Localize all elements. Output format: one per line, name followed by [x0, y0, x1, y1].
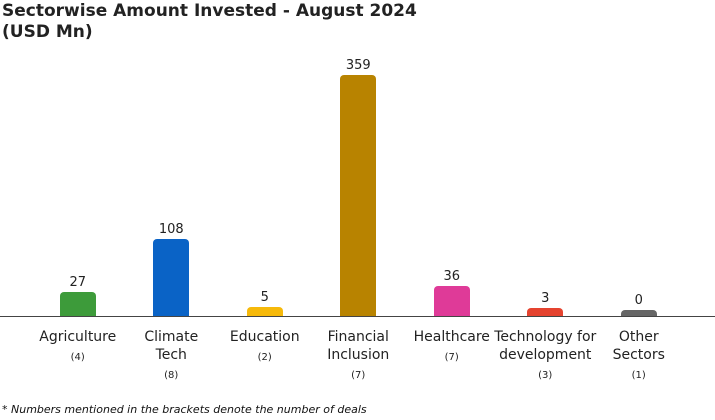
category-group: Healthcare (7) — [392, 328, 512, 363]
deal-count: (7) — [444, 352, 459, 363]
baseline — [0, 316, 715, 317]
category-group: Other Sectors (1) — [579, 328, 699, 381]
x-tick-label: Technology for development — [494, 329, 597, 363]
chart-title: Sectorwise Amount Invested - August 2024 — [2, 1, 417, 21]
bar — [433, 286, 470, 316]
value-label: 108 — [158, 222, 184, 238]
value-label: 0 — [634, 293, 643, 308]
deal-count: (7) — [351, 370, 366, 381]
x-tick-label: Agriculture — [39, 329, 117, 345]
x-tick-label: Healthcare — [413, 329, 490, 345]
category-group: Education (2) — [205, 328, 325, 363]
category-group: Agriculture (4) — [18, 328, 138, 363]
footnote: * Numbers mentioned in the brackets deno… — [2, 403, 367, 416]
value-label: 3 — [541, 291, 550, 307]
bar — [246, 306, 283, 316]
bar — [527, 308, 564, 316]
category-group: Climate Tech (8) — [111, 328, 231, 381]
category-group: Financial Inclusion (7) — [298, 328, 418, 381]
value-label: 27 — [69, 275, 87, 291]
deal-count: (3) — [538, 370, 553, 381]
category-group: Technology for development (3) — [485, 328, 605, 381]
bar — [153, 239, 190, 316]
bar — [620, 310, 657, 316]
deal-count: (1) — [631, 370, 646, 381]
bar — [340, 75, 377, 316]
value-label: 359 — [345, 58, 371, 73]
deal-count: (2) — [257, 352, 272, 363]
value-label: 36 — [443, 269, 461, 285]
x-tick-label: Other Sectors — [612, 329, 665, 363]
x-tick-label: Financial Inclusion — [327, 329, 390, 363]
value-label: 5 — [260, 289, 269, 305]
chart-subtitle: (USD Mn) — [2, 22, 93, 42]
x-tick-label: Climate Tech — [144, 329, 199, 363]
deal-count: (4) — [70, 352, 85, 363]
x-tick-label: Education — [229, 329, 300, 345]
deal-count: (8) — [164, 370, 179, 381]
bar — [59, 292, 96, 316]
